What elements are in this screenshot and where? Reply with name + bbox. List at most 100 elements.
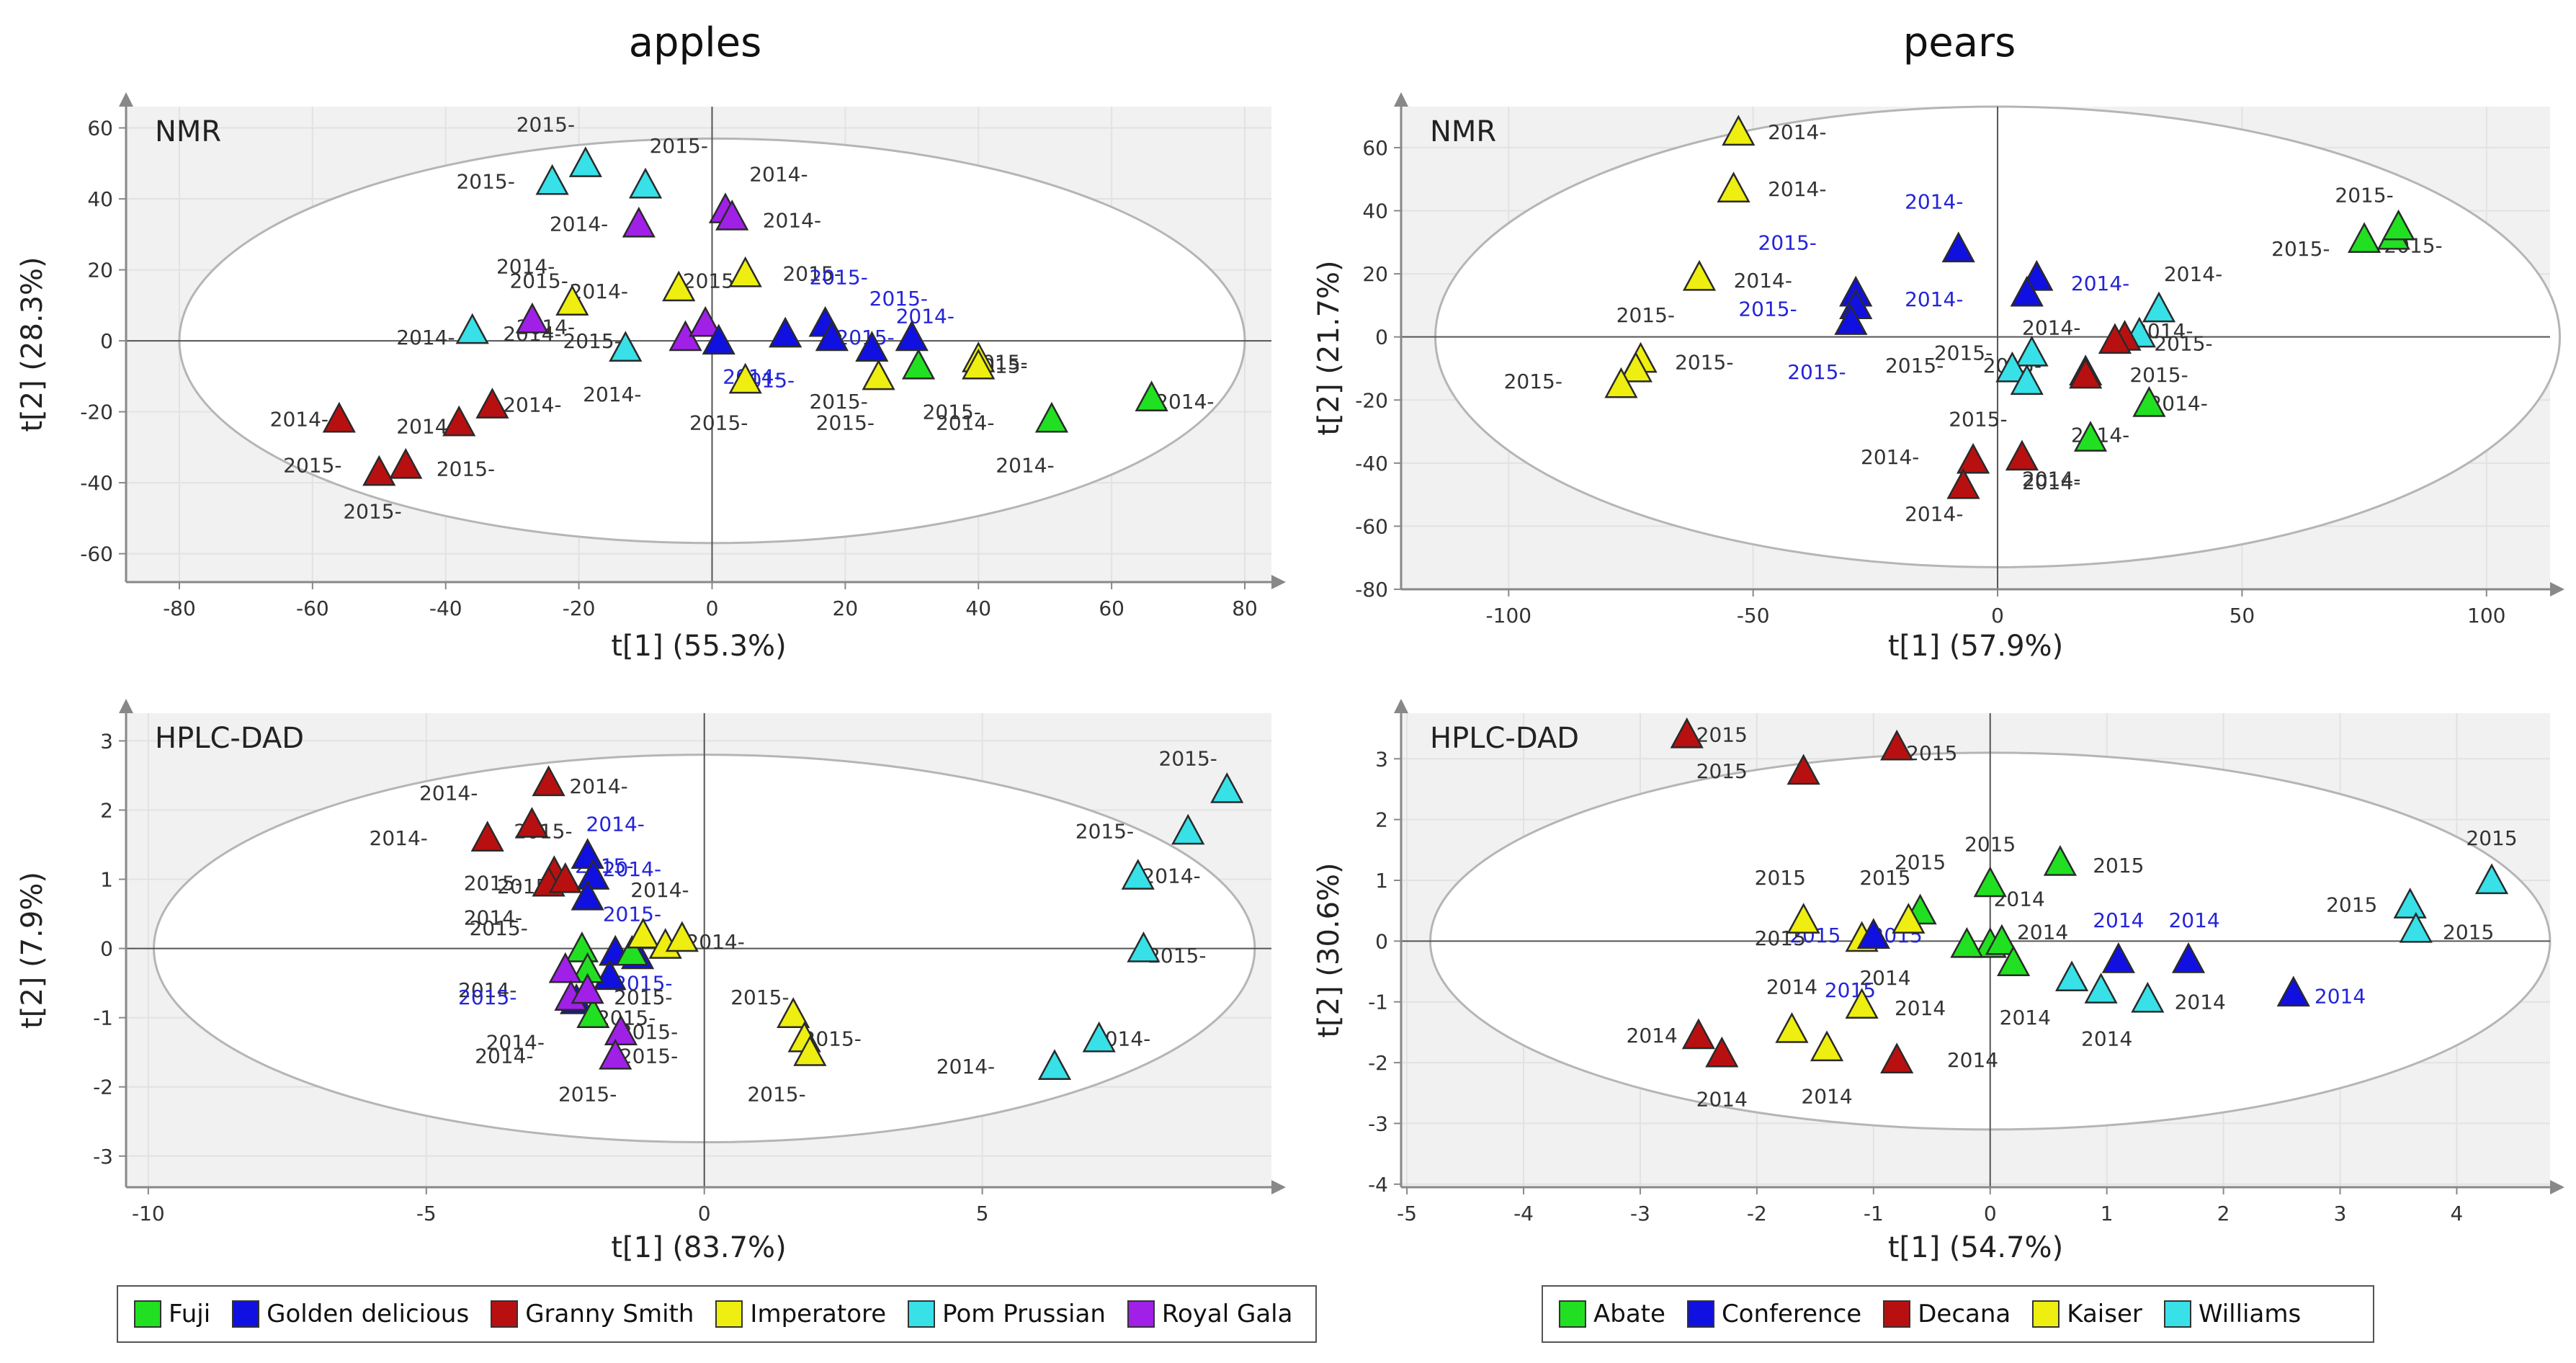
y-axis-title: t[2] (28.3%)	[16, 256, 49, 432]
legend-item: Fuji	[134, 1300, 210, 1328]
method-label: NMR	[1430, 115, 1496, 148]
data-point	[1034, 401, 1069, 433]
data-point	[1786, 754, 1820, 785]
method-label: NMR	[155, 115, 221, 148]
sample-label: 2014-	[763, 209, 821, 233]
sample-label: 2014	[1895, 996, 1946, 1020]
sample-label: 2014	[2168, 908, 2219, 932]
data-point	[1880, 729, 1914, 761]
sample-label: 2015-	[2154, 331, 2212, 355]
sample-label: 2015-	[1148, 944, 1206, 967]
data-point	[1950, 926, 1984, 958]
sample-label: 2014-	[2164, 262, 2222, 286]
sample-label: 2015-	[809, 390, 867, 414]
data-point	[532, 765, 565, 797]
x-axis-title: t[1] (55.3%)	[611, 630, 786, 663]
x-tick-label: -50	[1737, 604, 1770, 627]
data-point	[1995, 351, 2029, 383]
sample-label: 2014-	[603, 857, 661, 881]
data-point	[1127, 931, 1160, 962]
x-tick-label: -80	[163, 596, 196, 620]
data-point	[576, 859, 610, 890]
sample-label: 2015-	[1738, 297, 1797, 321]
sample-label: 2014	[2175, 991, 2226, 1014]
data-point	[815, 320, 849, 352]
sample-label: 2015-	[683, 269, 741, 292]
scatter-panel-apples-nmr: -80 -60 -40 -20 0 20 40 60 80 -60 -40 -20 0 20 40 60 t[1…	[16, 92, 1286, 663]
y-tick-label: 40	[1362, 200, 1388, 223]
sample-label: 2014-	[2071, 272, 2129, 295]
sample-label: 2014-	[1768, 120, 1826, 144]
y-tick-label: -40	[80, 471, 113, 495]
data-point	[626, 917, 660, 949]
data-point	[1834, 304, 1868, 335]
sample-label: 2014-	[396, 326, 455, 349]
data-point	[1037, 1049, 1072, 1080]
x-axis-title: t[1] (57.9%)	[1888, 630, 2063, 663]
legend-item: Williams	[2163, 1300, 2301, 1328]
data-point	[2069, 357, 2103, 389]
sample-label: 2014-	[1905, 502, 1963, 526]
sample-label: 2014-	[1861, 445, 1919, 469]
y-tick-label: -2	[93, 1076, 113, 1099]
sample-label: 2014-	[749, 163, 808, 187]
sample-label: 2015-	[456, 169, 514, 193]
legend-item: Conference	[1686, 1300, 1861, 1328]
y-tick-label: -3	[1368, 1112, 1388, 1135]
sample-label: 2015-	[1616, 303, 1675, 327]
sample-label: 2014-	[419, 781, 478, 805]
sample-label: 2014-	[2022, 470, 2080, 494]
sample-label: 2015-	[923, 401, 981, 424]
x-tick-label: -40	[429, 596, 462, 620]
data-point	[604, 1014, 638, 1045]
sample-label: 2014-	[1734, 269, 1792, 292]
data-point	[855, 331, 889, 362]
y-tick-label: -60	[80, 542, 113, 566]
data-point	[1941, 231, 1975, 263]
sample-label: 2015-	[2129, 363, 2188, 387]
y-tick-label: 1	[100, 868, 113, 892]
sample-label: 2014	[1696, 1088, 1748, 1112]
sample-label: 2015-	[469, 916, 527, 940]
data-point	[2010, 275, 2044, 307]
y-axis-title: t[2] (7.9%)	[16, 872, 49, 1029]
x-tick-label: 4	[2451, 1202, 2464, 1225]
legend-label: Pom Prussian	[942, 1300, 1106, 1328]
data-point	[1956, 442, 1990, 474]
sample-label: 2015-	[650, 134, 708, 158]
data-point	[622, 206, 656, 238]
data-point	[1135, 380, 1168, 411]
y-tick-label: -60	[1355, 514, 1388, 538]
sample-label: 2014	[2000, 1006, 2051, 1029]
x-tick-label: 0	[706, 596, 719, 620]
pears-legend: Abate Conference Decana Kaiser Williams	[1542, 1285, 2374, 1343]
data-point	[2101, 942, 2135, 973]
y-tick-label: 60	[1362, 136, 1388, 160]
sample-label: 2015	[1964, 832, 2016, 856]
data-point	[1946, 468, 1980, 499]
y-axis-arrow	[119, 92, 133, 107]
data-point	[665, 921, 699, 952]
y-tick-label: 40	[87, 187, 113, 211]
apples-legend: Fuji Golden delicious Granny Smith Imperato…	[117, 1285, 1317, 1343]
data-point	[2399, 911, 2433, 943]
x-tick-label: 20	[833, 596, 859, 620]
sample-label: 2015-	[1504, 370, 1562, 393]
x-axis-title: t[1] (83.7%)	[611, 1231, 786, 1264]
legend-swatch	[491, 1300, 519, 1328]
legend-label: Fuji	[169, 1300, 211, 1328]
sample-label: 2015	[2093, 854, 2144, 877]
sample-label: 2014-	[486, 1030, 545, 1054]
legend-swatch	[715, 1300, 743, 1328]
sample-label: 2015-	[2271, 237, 2330, 261]
sample-label: 2015	[1825, 978, 1876, 1002]
y-tick-label: 0	[100, 329, 113, 353]
sample-label: 2015-	[558, 1082, 617, 1106]
sample-label: 2014-	[270, 407, 328, 431]
x-axis-arrow	[1271, 575, 1286, 589]
y-axis-arrow	[1394, 92, 1408, 107]
sample-label: 2014-	[583, 383, 641, 406]
legend-swatch	[1559, 1300, 1586, 1328]
data-point	[515, 302, 549, 334]
data-point	[2474, 863, 2509, 895]
